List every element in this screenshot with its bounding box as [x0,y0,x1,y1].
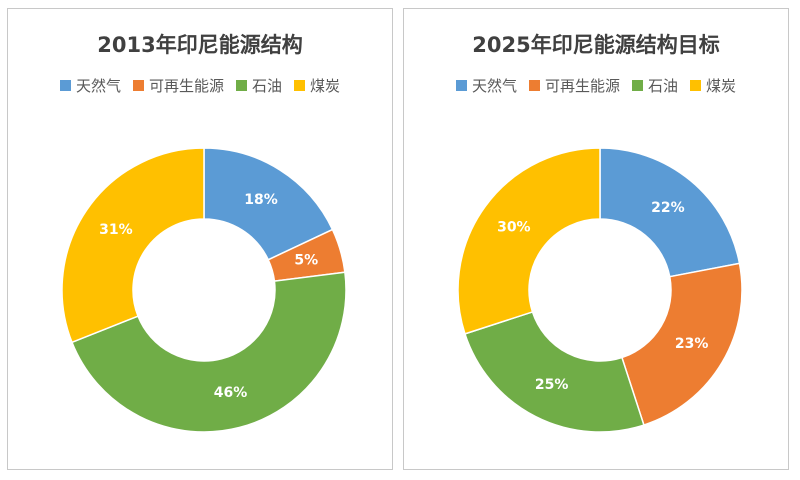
chart-title: 2025年印尼能源结构目标 [472,33,720,57]
legend-item-oil: 石油 [632,75,678,96]
legend-item-coal: 煤炭 [294,75,340,96]
legend-label: 石油 [648,77,679,95]
legend-label: 可再生能源 [544,77,620,95]
chart-panel-2013: 2013年印尼能源结构 天然气 可再生能源 石油 煤炭 18% 5% 46% 31% [7,8,393,470]
legend-item-coal: 煤炭 [690,75,736,96]
legend-swatch [632,80,643,91]
legend-label: 天然气 [75,77,121,95]
slice-renewable [620,262,743,426]
legend-item-natural-gas: 天然气 [59,75,121,96]
data-label: 23% [675,336,709,352]
legend-label: 煤炭 [310,77,341,95]
slice-coal [61,147,205,344]
legend-swatch [59,80,71,91]
legend-swatch [236,80,247,91]
slice-natural-gas [203,147,334,261]
legend-item-renewable: 可再生能源 [132,75,224,96]
data-label: 5% [294,252,318,268]
slice-oil [70,271,347,433]
data-label: 22% [651,200,685,216]
legend-swatch [455,80,467,91]
legend-swatch [132,80,144,91]
chart-title: 2013年印尼能源结构 [97,33,303,57]
slice-coal [457,147,601,335]
legend-item-natural-gas: 天然气 [455,75,517,96]
donut-chart: 22% 23% 25% 30% [457,147,743,433]
legend-swatch [528,80,540,91]
legend-swatch [294,80,306,91]
legend-label: 石油 [252,77,283,95]
legend-label: 可再生能源 [148,77,224,95]
donut-chart: 18% 5% 46% 31% [61,147,347,433]
legend-label: 天然气 [471,77,517,95]
slice-oil [464,310,645,433]
data-label: 46% [214,385,248,401]
legend-item-renewable: 可再生能源 [528,75,620,96]
data-label: 31% [99,222,133,238]
chart-panel-2025: 2025年印尼能源结构目标 天然气 可再生能源 石油 煤炭 22% 23% 25% 3… [403,8,789,470]
data-label: 30% [497,219,531,235]
chart-legend: 天然气 可再生能源 石油 煤炭 [8,75,392,96]
legend-swatch [690,80,702,91]
data-label: 18% [244,192,278,208]
slice-natural-gas [599,147,741,278]
chart-legend: 天然气 可再生能源 石油 煤炭 [404,75,788,96]
legend-item-oil: 石油 [236,75,282,96]
legend-label: 煤炭 [706,77,737,95]
data-label: 25% [535,377,569,393]
